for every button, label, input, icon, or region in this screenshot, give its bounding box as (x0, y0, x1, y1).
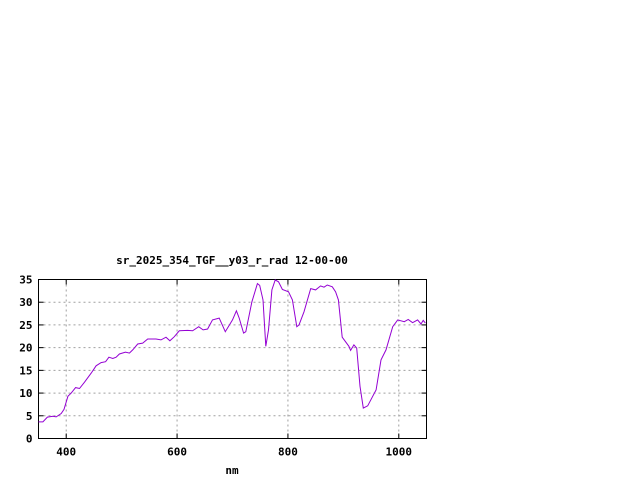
y-tick-label: 35 (19, 274, 32, 287)
plot-frame (38, 279, 427, 439)
y-tick-label: 20 (19, 342, 32, 355)
y-tick-label: 25 (19, 319, 32, 332)
y-axis: 0 5 10 15 20 25 30 35 (19, 274, 427, 446)
x-axis: 400 600 800 1000 (56, 279, 413, 459)
x-tick-label: 400 (56, 446, 76, 459)
grid (38, 279, 427, 439)
y-tick-label: 15 (19, 364, 32, 377)
y-tick-label: 0 (26, 433, 33, 446)
y-tick-label: 30 (19, 296, 32, 309)
chart-title: sr_2025_354_TGF__y03_r_rad 12-00-00 (116, 254, 348, 267)
series-line (38, 279, 426, 423)
x-axis-label: nm (225, 464, 239, 477)
y-tick-label: 10 (19, 387, 32, 400)
x-tick-label: 600 (167, 446, 187, 459)
x-tick-label: 800 (278, 446, 298, 459)
x-tick-label: 1000 (386, 446, 413, 459)
y-tick-label: 5 (26, 410, 33, 423)
